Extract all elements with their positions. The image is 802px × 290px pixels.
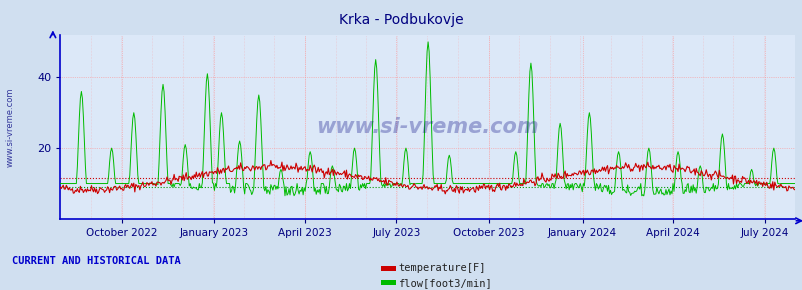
Text: flow[foot3/min]: flow[foot3/min] [398,278,492,288]
Text: www.si-vreme.com: www.si-vreme.com [316,117,538,137]
Text: CURRENT AND HISTORICAL DATA: CURRENT AND HISTORICAL DATA [12,256,180,266]
Text: www.si-vreme.com: www.si-vreme.com [6,88,15,167]
Text: temperature[F]: temperature[F] [398,263,485,273]
Text: Krka - Podbukovje: Krka - Podbukovje [338,13,464,27]
